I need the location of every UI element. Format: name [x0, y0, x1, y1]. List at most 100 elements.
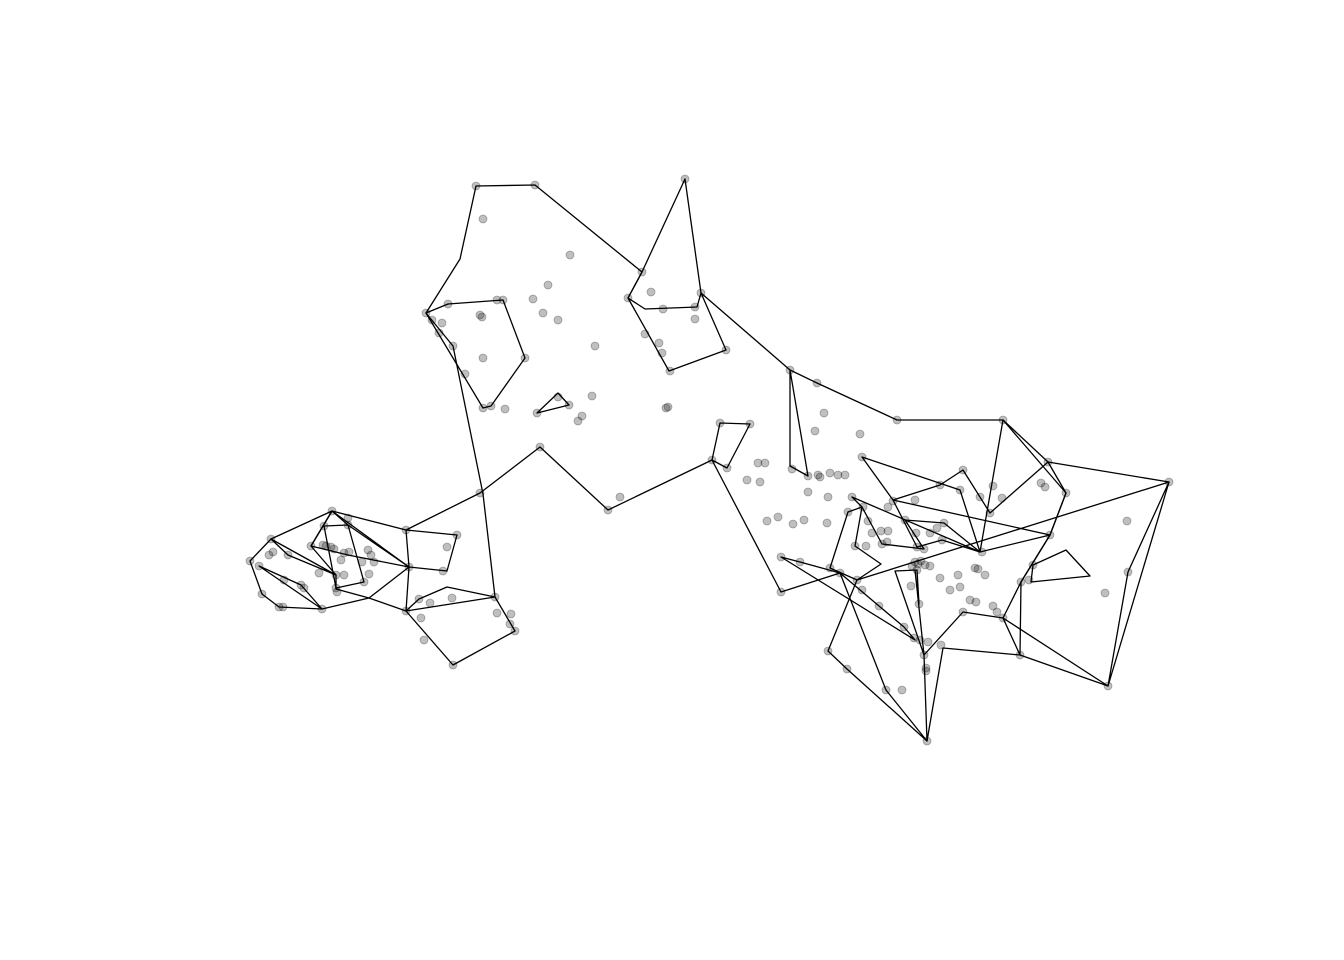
data-point	[935, 480, 945, 490]
data-point	[722, 463, 732, 473]
polygon-outline	[1002, 617, 1109, 687]
data-point	[833, 470, 843, 480]
data-point	[442, 542, 452, 552]
data-point	[819, 408, 829, 418]
data-point	[603, 505, 613, 515]
data-point	[339, 570, 349, 580]
data-point	[427, 315, 437, 325]
data-point	[1123, 567, 1133, 577]
data-point	[883, 502, 893, 512]
data-point	[874, 601, 884, 611]
data-point	[939, 518, 949, 528]
data-point	[815, 472, 825, 482]
data-point	[336, 555, 346, 565]
data-point	[637, 267, 647, 277]
data-point	[421, 308, 431, 318]
data-point	[401, 525, 411, 535]
data-point	[707, 455, 717, 465]
data-point	[505, 619, 515, 629]
data-point	[899, 622, 909, 632]
data-point	[530, 180, 540, 190]
data-point	[279, 575, 289, 585]
data-point	[1036, 478, 1046, 488]
data-point	[847, 492, 857, 502]
data-point	[892, 415, 902, 425]
data-point	[565, 250, 575, 260]
data-point	[437, 318, 447, 328]
data-point	[478, 403, 488, 413]
data-point	[980, 570, 990, 580]
data-point	[257, 589, 267, 599]
data-point	[762, 516, 772, 526]
data-point	[760, 458, 770, 468]
data-point	[268, 547, 278, 557]
polygon-outline	[827, 461, 1170, 742]
data-point	[906, 581, 916, 591]
data-point	[471, 181, 481, 191]
data-point	[909, 633, 919, 643]
data-point	[343, 513, 353, 523]
data-point	[414, 594, 424, 604]
data-point	[543, 280, 553, 290]
polygon-outline	[1107, 481, 1170, 687]
data-point	[498, 295, 508, 305]
data-point	[785, 365, 795, 375]
data-point	[331, 583, 341, 593]
polygon-outline	[425, 299, 526, 409]
data-point	[988, 601, 998, 611]
data-point	[460, 369, 470, 379]
data-point	[985, 508, 995, 518]
data-point	[321, 541, 331, 551]
data-point	[913, 559, 923, 569]
data-point	[623, 293, 633, 303]
data-point	[478, 214, 488, 224]
data-point	[615, 492, 625, 502]
data-point	[264, 550, 274, 560]
data-point	[663, 402, 673, 412]
data-point	[965, 595, 975, 605]
polygon-outline	[258, 565, 323, 610]
data-point	[925, 561, 935, 571]
data-point	[843, 507, 853, 517]
data-point	[900, 515, 910, 525]
data-point	[296, 580, 306, 590]
data-point	[331, 570, 341, 580]
data-point	[835, 568, 845, 578]
data-point	[910, 557, 920, 567]
polygon-outline	[323, 524, 365, 589]
data-point	[587, 391, 597, 401]
data-point	[755, 477, 765, 487]
polygon-outline	[789, 369, 809, 477]
data-point	[1164, 477, 1174, 487]
data-point	[877, 539, 887, 549]
data-point	[245, 556, 255, 566]
data-point	[812, 378, 822, 388]
data-point	[916, 556, 926, 566]
data-point	[992, 607, 1002, 617]
data-point	[937, 535, 947, 545]
data-point	[840, 470, 850, 480]
data-point	[553, 392, 563, 402]
data-point	[825, 468, 835, 478]
data-point	[359, 577, 369, 587]
data-point	[921, 663, 931, 673]
polygon-outline	[892, 499, 1051, 553]
data-point	[932, 523, 942, 533]
data-point	[448, 660, 458, 670]
polygon-outline	[861, 419, 1049, 553]
data-point	[443, 299, 453, 309]
data-point	[329, 544, 339, 554]
data-point	[416, 613, 426, 623]
data-point	[1122, 516, 1132, 526]
data-point	[912, 542, 922, 552]
data-point	[344, 547, 354, 557]
polygon-outline	[627, 178, 702, 310]
data-point	[776, 552, 786, 562]
data-points-layer	[245, 174, 1174, 746]
data-point	[888, 496, 898, 506]
data-point	[822, 518, 832, 528]
data-point	[799, 515, 809, 525]
data-point	[745, 419, 755, 429]
data-point	[920, 560, 930, 570]
data-point	[654, 338, 664, 348]
